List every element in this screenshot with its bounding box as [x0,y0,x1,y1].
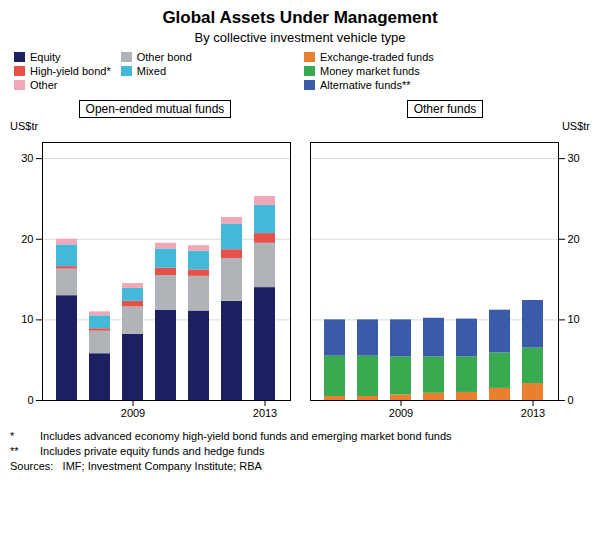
html-text:Alternative funds**: Alternative funds** [320,79,411,91]
svg-text:2013: 2013 [253,407,277,419]
svg-text:2009: 2009 [389,407,413,419]
html-text:By collective investment vehic: By collective investment vehicle type [194,30,406,45]
html-text:Includes private equity funds: Includes private equity funds and hedge … [40,445,265,457]
svg-text:10: 10 [21,313,33,325]
svg-text:30: 30 [568,152,580,164]
html-text:US$tr: US$tr [561,120,590,132]
html-text:Includes advanced economy high: Includes advanced economy high-yield bon… [40,430,452,442]
html-text:Exchange-traded funds: Exchange-traded funds [320,51,434,63]
html-text:Money market funds: Money market funds [320,65,420,77]
svg-text:20: 20 [568,233,580,245]
html-text:US$tr: US$tr [10,120,39,132]
html-text:Other: Other [30,79,58,91]
svg-text:0: 0 [568,394,574,406]
html-text:Mixed: Mixed [136,65,167,77]
html-text:Sources: IMF; Investment Compa: Sources: IMF; Investment Company Institu… [10,460,262,472]
svg-text:10: 10 [568,313,580,325]
html-text:Open-ended mutual funds: Open-ended mutual funds [85,102,225,116]
html-text:Equity: Equity [30,51,61,63]
html-text:High-yield bond*: High-yield bond* [30,65,111,77]
html-text:Global Assets Under Management: Global Assets Under Management [162,8,438,27]
svg-text:20: 20 [21,233,33,245]
html-text:Other funds: Other funds [413,102,477,116]
svg-text:2013: 2013 [521,407,545,419]
svg-text:0: 0 [27,394,33,406]
html-text:Other bond: Other bond [136,51,192,63]
svg-text:30: 30 [21,152,33,164]
svg-text:2009: 2009 [121,407,145,419]
